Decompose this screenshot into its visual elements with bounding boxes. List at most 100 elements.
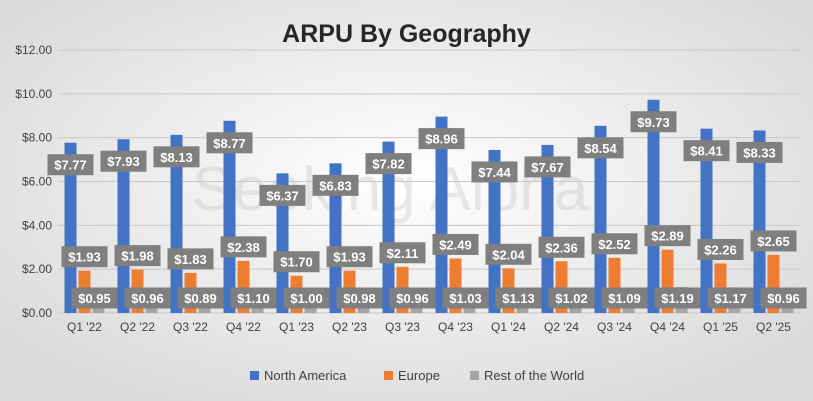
- data-label-box: [654, 287, 701, 309]
- data-label-north-america: $7.67: [524, 156, 571, 178]
- data-label-text: $0.96: [131, 291, 164, 306]
- legend-swatch-north-america: [250, 371, 259, 380]
- y-tick-label: $6.00: [22, 175, 52, 189]
- data-label-text: $7.44: [478, 165, 511, 180]
- bar-north-america: [64, 142, 77, 313]
- data-label-box: [389, 287, 436, 309]
- data-label-europe: $1.70: [273, 251, 320, 273]
- y-tick-label: $4.00: [22, 218, 52, 232]
- data-label-rest-of-the-world: $0.96: [389, 287, 436, 309]
- x-tick-label: Q2 '22: [120, 320, 155, 334]
- data-label-box: [442, 287, 489, 309]
- data-label-text: $2.52: [598, 237, 631, 252]
- data-label-north-america: $8.41: [683, 140, 730, 162]
- data-label-rest-of-the-world: $1.13: [495, 287, 542, 309]
- bar-north-america: [276, 173, 289, 313]
- data-label-box: [124, 287, 171, 309]
- legend-label: North America: [264, 368, 347, 383]
- x-tick-label: Q3 '23: [385, 320, 420, 334]
- data-label-text: $8.54: [584, 141, 617, 156]
- data-label-box: [365, 153, 412, 175]
- data-label-box: [495, 287, 542, 309]
- data-label-box: [760, 287, 807, 309]
- data-label-box: [524, 156, 571, 178]
- bar-north-america: [117, 139, 130, 313]
- data-label-text: $7.67: [531, 160, 564, 175]
- data-label-north-america: $9.73: [630, 111, 677, 133]
- x-tick-label: Q2 '25: [756, 320, 791, 334]
- data-label-text: $0.96: [396, 291, 429, 306]
- data-label-text: $1.98: [121, 249, 154, 264]
- data-label-text: $1.93: [68, 250, 101, 265]
- data-label-box: [326, 246, 373, 268]
- data-label-text: $2.11: [387, 246, 419, 261]
- data-label-box: [736, 141, 783, 163]
- data-label-box: [230, 287, 277, 309]
- data-label-europe: $2.26: [697, 238, 744, 260]
- data-label-text: $2.49: [439, 237, 472, 252]
- data-label-north-america: $7.82: [365, 153, 412, 175]
- data-label-north-america: $6.83: [312, 174, 359, 196]
- data-label-europe: $1.93: [61, 246, 108, 268]
- data-label-box: [548, 287, 595, 309]
- chart-title: ARPU By Geography: [282, 20, 531, 48]
- bar-north-america: [700, 128, 713, 313]
- y-tick-label: $2.00: [22, 262, 52, 276]
- data-label-box: [591, 233, 638, 255]
- data-label-box: [259, 184, 306, 206]
- data-label-text: $1.13: [502, 291, 535, 306]
- data-label-europe: $2.89: [644, 225, 691, 247]
- x-tick-label: Q1 '23: [279, 320, 314, 334]
- data-label-europe: $2.65: [750, 230, 797, 252]
- data-label-rest-of-the-world: $1.03: [442, 287, 489, 309]
- data-label-box: [61, 246, 108, 268]
- data-label-north-america: $7.44: [471, 161, 518, 183]
- bar-north-america: [488, 149, 501, 313]
- data-label-text: $8.33: [743, 145, 776, 160]
- data-label-box: [707, 287, 754, 309]
- data-label-text: $1.83: [174, 252, 207, 267]
- data-label-box: [750, 230, 797, 252]
- data-label-north-america: $8.96: [418, 128, 465, 150]
- legend-label: Rest of the World: [484, 368, 584, 383]
- legend-swatch-europe: [384, 371, 393, 380]
- bar-north-america: [435, 116, 448, 313]
- data-label-text: $2.36: [545, 240, 578, 255]
- data-label-rest-of-the-world: $1.02: [548, 287, 595, 309]
- data-label-text: $0.95: [78, 291, 111, 306]
- data-label-box: [273, 251, 320, 273]
- data-label-text: $6.83: [319, 178, 352, 193]
- data-label-box: [379, 242, 426, 264]
- data-label-box: [577, 137, 624, 159]
- x-tick-label: Q3 '24: [597, 320, 632, 334]
- data-label-text: $2.65: [757, 234, 790, 249]
- bar-north-america: [382, 141, 395, 313]
- data-label-north-america: $8.33: [736, 141, 783, 163]
- data-label-text: $0.96: [767, 291, 800, 306]
- data-label-text: $7.93: [107, 154, 140, 169]
- x-tick-label: Q4 '22: [226, 320, 261, 334]
- data-label-rest-of-the-world: $1.19: [654, 287, 701, 309]
- data-label-text: $8.96: [425, 132, 458, 147]
- x-tick-label: Q3 '22: [173, 320, 208, 334]
- bar-north-america: [541, 144, 554, 313]
- legend-swatch-rest-of-the-world: [470, 371, 479, 380]
- data-label-north-america: $8.13: [153, 146, 200, 168]
- data-label-box: [114, 245, 161, 267]
- data-label-europe: $2.36: [538, 236, 585, 258]
- data-label-box: [485, 243, 532, 265]
- data-label-box: [167, 248, 214, 270]
- data-label-north-america: $8.77: [206, 132, 253, 154]
- data-label-text: $2.89: [651, 229, 684, 244]
- data-label-europe: $1.83: [167, 248, 214, 270]
- data-label-text: $9.73: [637, 115, 670, 130]
- bar-north-america: [594, 125, 607, 313]
- data-label-text: $1.17: [714, 291, 747, 306]
- data-label-north-america: $7.93: [100, 150, 147, 172]
- data-label-text: $0.89: [184, 291, 217, 306]
- data-label-rest-of-the-world: $0.96: [124, 287, 171, 309]
- bar-north-america: [329, 163, 342, 313]
- data-label-rest-of-the-world: $1.17: [707, 287, 754, 309]
- data-label-europe: $2.52: [591, 233, 638, 255]
